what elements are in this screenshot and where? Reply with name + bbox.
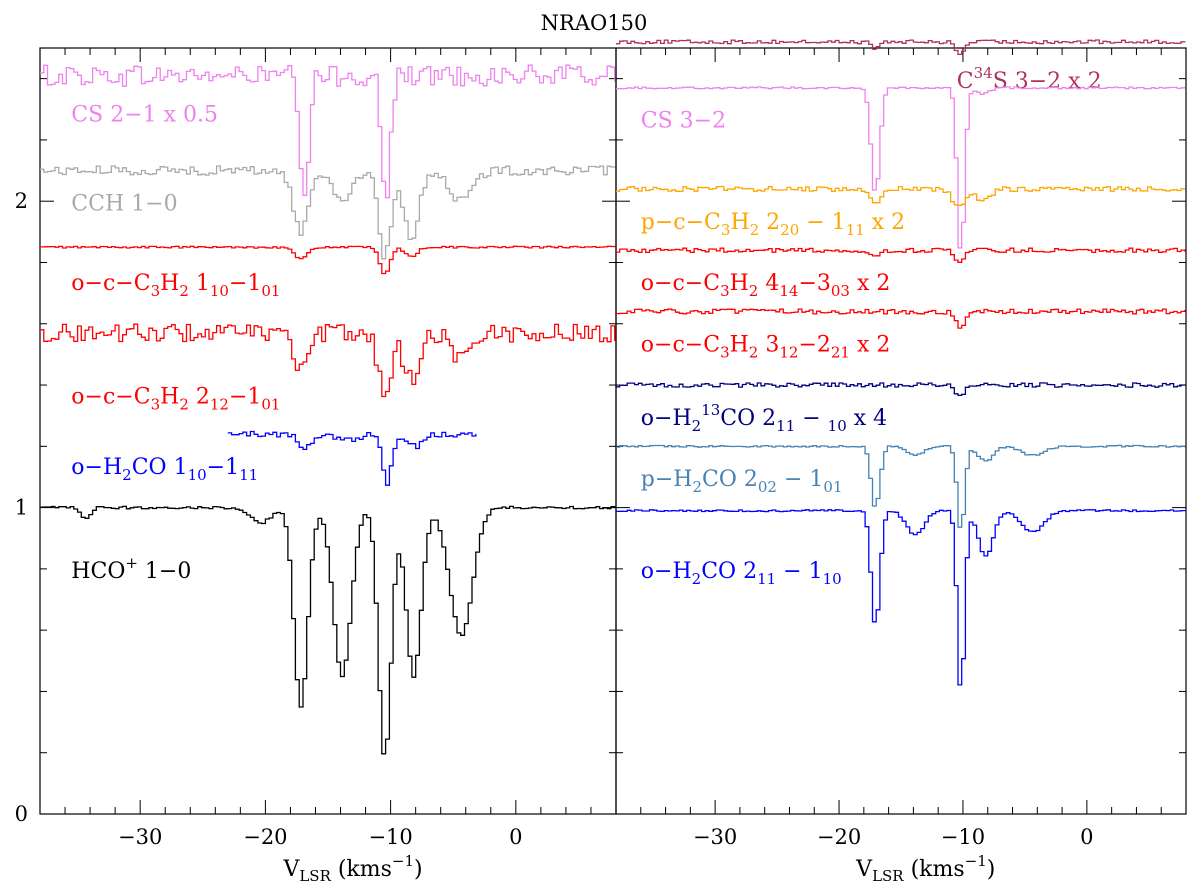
left-panel: −30 −20 −10 0 0 1 2 VLSR (kms−1) CS 2−1 x 0.5 CCH… [15, 47, 617, 885]
right-spectrum-0 [616, 39, 1186, 56]
left-series-label-3: o−c−C3H2 212−101 [71, 384, 280, 413]
left-spectrum-3 [40, 323, 616, 398]
right-series-label-2: p−c−C3H2 220 − 111 x 2 [641, 210, 905, 239]
right-panel: −30 −20 −10 0 VLSR (kms−1) C34S 3−2 x 2 CS 3−2… [615, 39, 1187, 885]
left-series-label-2: o−c−C3H2 110−101 [71, 271, 280, 300]
left-x-tick-label: −20 [243, 825, 287, 849]
left-y-tick-label: 2 [15, 189, 28, 213]
right-spectrum-3 [616, 247, 1186, 263]
left-x-tick-label: −30 [118, 825, 162, 849]
right-x-tick-label: −30 [693, 825, 737, 849]
left-y-tick-label: 1 [15, 496, 28, 520]
right-spectrum-6 [616, 444, 1186, 528]
right-x-tick-label: −10 [941, 825, 985, 849]
figure-title: NRAO150 [541, 11, 648, 35]
right-series-label-5: o−H213CO 211 − 10 x 4 [641, 401, 887, 435]
left-spectrum-1 [40, 165, 616, 260]
right-series-label-3: o−c−C3H2 414−303 x 2 [641, 271, 891, 300]
right-series-label-6: p−H2CO 202 − 101 [641, 467, 843, 496]
right-x-tick-label: 0 [1080, 825, 1093, 849]
left-x-axis-label: VLSR (kms−1) [282, 852, 422, 885]
left-series-label-5: HCO+ 1−0 [71, 554, 191, 584]
right-series-label-4: o−c−C3H2 312−221 x 2 [641, 332, 891, 361]
left-spectrum-4 [227, 430, 477, 486]
right-spectrum-1 [616, 86, 1186, 249]
left-spectrum-5 [40, 505, 616, 755]
left-y-tick-label: 0 [15, 802, 28, 826]
left-x-tick-label: 0 [509, 825, 522, 849]
right-series-label-7: o−H2CO 211 − 110 [641, 559, 842, 588]
right-spectrum-5 [616, 382, 1186, 397]
right-x-axis-label: VLSR (kms−1) [855, 852, 995, 885]
left-series-label-4: o−H2CO 110−111 [71, 455, 258, 484]
right-spectrum-4 [616, 308, 1186, 329]
left-spectrum-2 [40, 245, 616, 275]
left-series-label-0: CS 2−1 x 0.5 [71, 103, 218, 128]
right-series-label-1: CS 3−2 [641, 109, 726, 134]
right-series-label-0: C34S 3−2 x 2 [957, 64, 1102, 94]
right-x-tick-label: −20 [817, 825, 861, 849]
left-x-tick-label: −10 [368, 825, 412, 849]
left-panel-frame [39, 47, 617, 815]
left-spectrum-0 [40, 64, 616, 199]
right-spectrum-2 [616, 185, 1186, 207]
right-panel-frame [615, 47, 1187, 815]
left-series-label-1: CCH 1−0 [71, 191, 177, 216]
right-spectrum-7 [616, 509, 1186, 686]
